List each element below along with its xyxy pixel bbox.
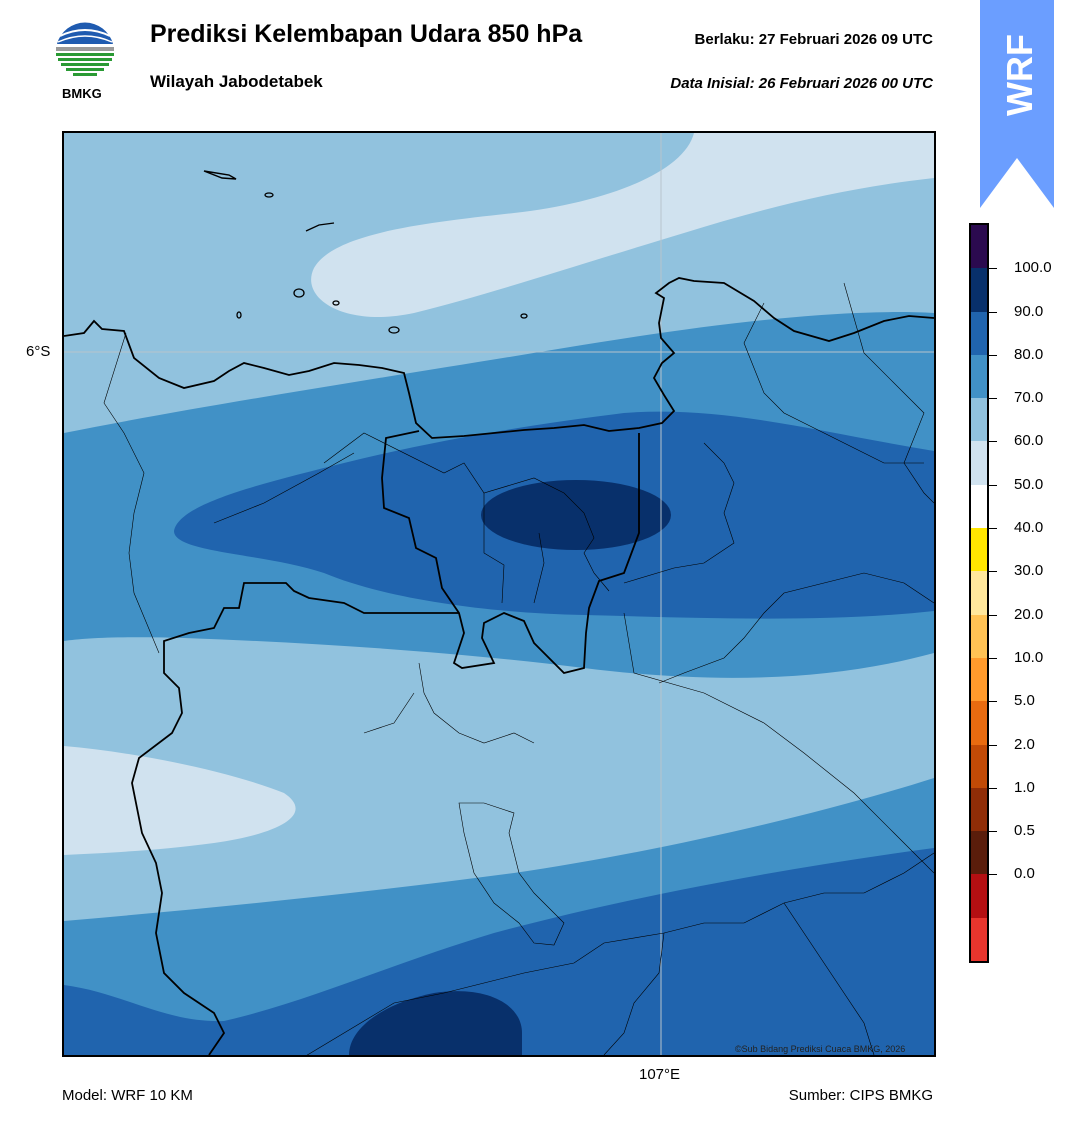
colorbar-tick-label: 100.0: [1014, 259, 1052, 277]
colorbar-tick-label: 70.0: [1014, 389, 1044, 407]
model-label: Model: WRF 10 KM: [62, 1087, 193, 1104]
colorbar-tick: [989, 268, 997, 270]
colorbar-tick: [989, 441, 997, 443]
colorbar-tick-label: 80.0: [1014, 345, 1044, 363]
colorbar-tick: [989, 484, 997, 486]
rh-band-80-90-south: [64, 848, 934, 1055]
colorbar-tick: [989, 398, 997, 400]
colorbar-tick: [989, 311, 997, 313]
rh-band-50-60-south: [64, 746, 296, 855]
page-subtitle: Wilayah Jabodetabek: [150, 72, 323, 91]
island: [305, 222, 335, 232]
island: [332, 300, 340, 306]
colorbar-segment: [971, 311, 987, 356]
colorbar-segment: [971, 441, 987, 486]
rh-band-50-60-north: [311, 133, 934, 317]
copyright-label: ©Sub Bidang Prediksi Cuaca BMKG, 2026: [735, 1044, 906, 1054]
regency-boundaries: [103, 282, 934, 1055]
colorbar-segment: [971, 831, 987, 875]
colorbar-segment: [971, 528, 987, 572]
humidity-map: [62, 131, 936, 1057]
colorbar-tick-label: 20.0: [1014, 605, 1044, 623]
colorbar-tick-label: 40.0: [1014, 519, 1044, 537]
colorbar-segment: [971, 701, 987, 746]
island: [236, 311, 242, 319]
rh-band-90-100-central: [481, 480, 671, 550]
colorbar-segment: [971, 571, 987, 616]
island: [520, 313, 528, 319]
colorbar-segment: [971, 225, 987, 269]
bmkg-logo-label: BMKG: [62, 86, 102, 101]
island: [293, 288, 305, 298]
colorbar-tick-label: 30.0: [1014, 562, 1044, 580]
colorbar-tick: [989, 787, 997, 789]
colorbar-tick: [989, 354, 997, 356]
island: [388, 326, 400, 334]
province-boundary-west-java: [131, 582, 459, 1055]
colorbar-segment: [971, 614, 987, 659]
rh-band-90-100-south: [349, 991, 522, 1055]
colorbar-segment: [971, 874, 987, 919]
colorbar-segment: [971, 484, 987, 529]
colorbar-tick: [989, 614, 997, 616]
colorbar-tick-label: 0.0: [1014, 865, 1035, 883]
valid-time-label: Berlaku: 27 Februari 2026 09 UTC: [694, 31, 933, 48]
colorbar-tick: [989, 528, 997, 530]
wrf-badge: [980, 0, 1054, 208]
coastline: [64, 277, 934, 439]
colorbar-tick-label: 0.5: [1014, 822, 1035, 840]
colorbar-tick-label: 10.0: [1014, 648, 1044, 666]
colorbar-tick-label: 50.0: [1014, 475, 1044, 493]
colorbar-tick: [989, 701, 997, 703]
wrf-badge-label: WRF: [999, 34, 1040, 116]
colorbar-tick: [989, 874, 997, 876]
colorbar-segment: [971, 787, 987, 832]
colorbar-tick: [989, 831, 997, 833]
colorbar-segment: [971, 354, 987, 399]
map-canvas: [64, 133, 934, 1055]
wrf-badge-text: WRF: [982, 30, 1052, 120]
colorbar-segment: [971, 268, 987, 313]
colorbar-segment: [971, 917, 987, 962]
colorbar-tick: [989, 571, 997, 573]
colorbar: [969, 223, 989, 963]
longitude-label: 107°E: [639, 1066, 681, 1083]
colorbar-segment: [971, 744, 987, 789]
colorbar-segment: [971, 657, 987, 702]
page-title: Prediksi Kelembapan Udara 850 hPa: [150, 20, 583, 48]
island: [264, 192, 274, 198]
latitude-label: 6°S: [26, 343, 51, 360]
province-boundary-jakarta-banten: [381, 430, 640, 674]
colorbar-tick: [989, 657, 997, 659]
colorbar-tick-label: 2.0: [1014, 735, 1035, 753]
bmkg-logo: [54, 20, 116, 84]
colorbar-segment: [971, 398, 987, 442]
island: [203, 170, 237, 180]
source-label: Sumber: CIPS BMKG: [788, 1087, 933, 1104]
colorbar-tick-label: 90.0: [1014, 302, 1044, 320]
colorbar-tick-label: 5.0: [1014, 692, 1035, 710]
colorbar-tick: [989, 744, 997, 746]
colorbar-tick-label: 1.0: [1014, 778, 1035, 796]
init-time-label: Data Inisial: 26 Februari 2026 00 UTC: [670, 75, 933, 92]
colorbar-tick-label: 60.0: [1014, 432, 1044, 450]
